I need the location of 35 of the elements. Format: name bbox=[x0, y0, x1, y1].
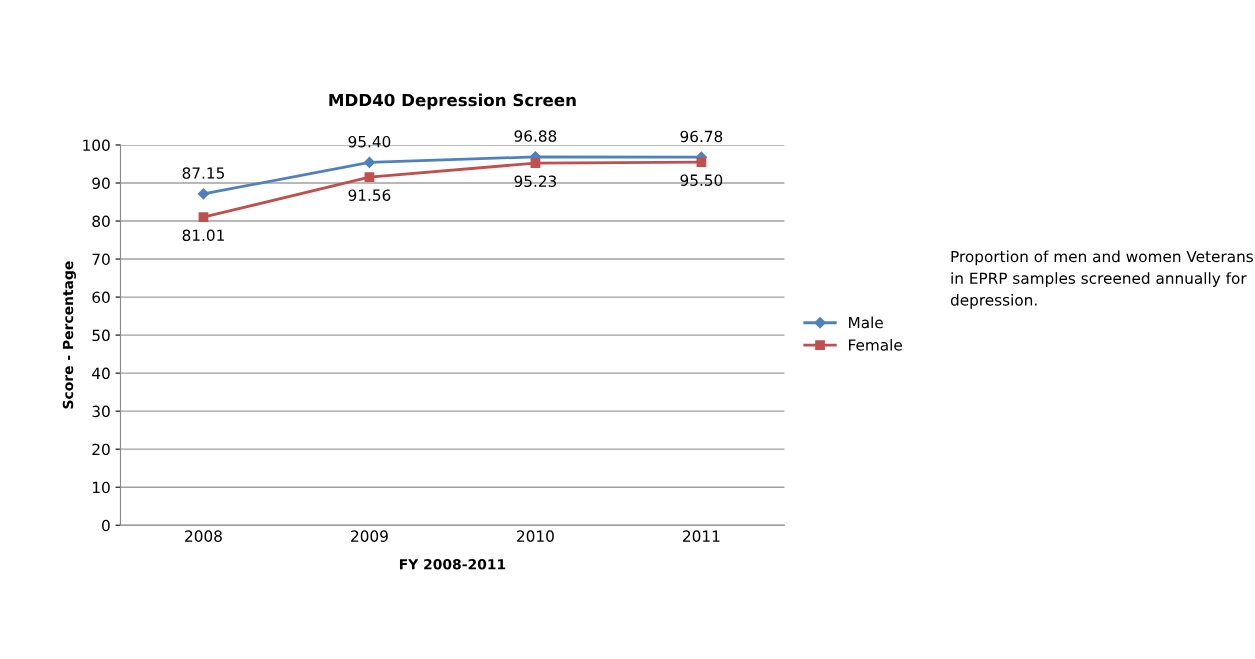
x-tick-label: 2011 bbox=[683, 530, 720, 542]
data-label: 95.50 bbox=[680, 174, 723, 186]
data-label: 81.01 bbox=[182, 229, 224, 242]
point bbox=[364, 172, 375, 182]
point bbox=[363, 156, 376, 169]
legend-label: Female bbox=[849, 338, 902, 351]
x-tick-label: 2009 bbox=[351, 530, 388, 542]
point bbox=[197, 188, 210, 200]
y-tick-label: 0 bbox=[102, 519, 110, 532]
data-label: 96.78 bbox=[680, 130, 723, 143]
y-tick-label: 10 bbox=[93, 481, 110, 494]
y-tick-label: 90 bbox=[92, 177, 110, 190]
text: Proportion of men and women Veterans in EPRP samples screened annually for depression. bbox=[950, 250, 1253, 309]
chart-title: MDD40 Depression Screen bbox=[329, 93, 576, 110]
y-tick-label: 100 bbox=[83, 139, 110, 151]
y-tick-label: 70 bbox=[92, 253, 110, 266]
y-tick-label: 40 bbox=[92, 367, 110, 380]
data-label: 91.56 bbox=[348, 189, 391, 201]
y-axis-title: Score - Percentage bbox=[62, 261, 77, 409]
data-label: 87.15 bbox=[182, 167, 224, 179]
point bbox=[696, 157, 707, 167]
y-tick-label: 60 bbox=[92, 291, 110, 304]
y-tick-label: 20 bbox=[92, 443, 110, 456]
data-label: 95.23 bbox=[514, 175, 557, 187]
y-tick-label: 30 bbox=[92, 405, 110, 418]
x-axis-title: FY 2008-2011 bbox=[399, 559, 506, 570]
point bbox=[530, 158, 541, 168]
y-tick-label: 50 bbox=[92, 329, 110, 342]
data-label: 95.40 bbox=[348, 135, 391, 148]
x-tick-label: 2010 bbox=[517, 530, 554, 542]
point bbox=[198, 212, 209, 223]
y-tick-label: 80 bbox=[92, 215, 110, 228]
legend-label: Male bbox=[849, 316, 883, 329]
x-tick-label: 2008 bbox=[185, 530, 222, 542]
data-label: 96.88 bbox=[514, 130, 557, 142]
